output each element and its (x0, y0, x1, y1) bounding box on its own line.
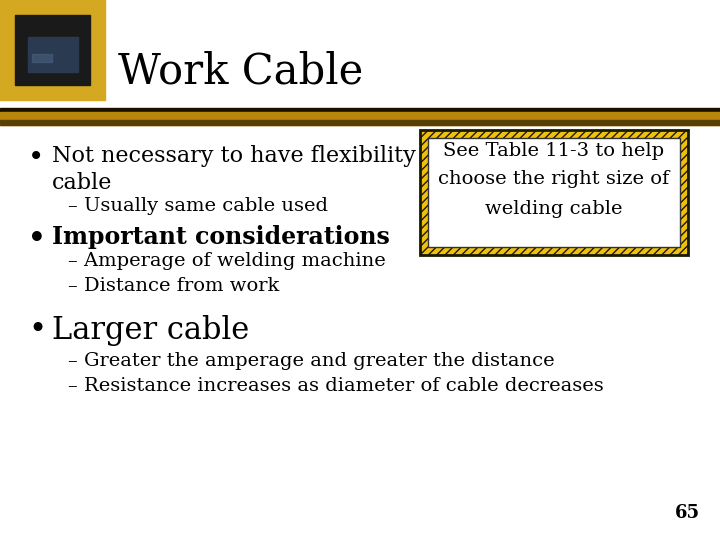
Bar (420, 130, 688, 255)
Text: choose the right size of: choose the right size of (438, 170, 670, 188)
Bar (428, 138, 680, 247)
Text: •: • (28, 145, 44, 172)
Bar (15, 15, 90, 85)
Bar (28, 37, 78, 72)
Text: – Resistance increases as diameter of cable decreases: – Resistance increases as diameter of ca… (68, 377, 604, 395)
Text: – Distance from work: – Distance from work (68, 277, 279, 295)
Text: See Table 11-3 to help: See Table 11-3 to help (444, 142, 665, 160)
Text: – Greater the amperage and greater the distance: – Greater the amperage and greater the d… (68, 352, 554, 370)
Text: Larger cable: Larger cable (52, 315, 249, 346)
Text: •: • (28, 315, 46, 346)
Text: Important considerations: Important considerations (52, 225, 390, 249)
Text: •: • (28, 225, 46, 252)
Text: – Usually same cable used: – Usually same cable used (68, 197, 328, 215)
Text: Work Cable: Work Cable (118, 50, 364, 92)
Bar (0, 0, 105, 100)
Text: – Amperage of welding machine: – Amperage of welding machine (68, 252, 386, 270)
Bar (0, 120, 720, 125)
Text: 65: 65 (675, 504, 700, 522)
Text: cable: cable (52, 172, 112, 194)
Text: welding cable: welding cable (485, 200, 623, 218)
Text: Not necessary to have flexibility of electrode: Not necessary to have flexibility of ele… (52, 145, 558, 167)
Bar (0, 112, 720, 125)
Bar (0, 108, 720, 112)
Bar (32, 54, 52, 62)
